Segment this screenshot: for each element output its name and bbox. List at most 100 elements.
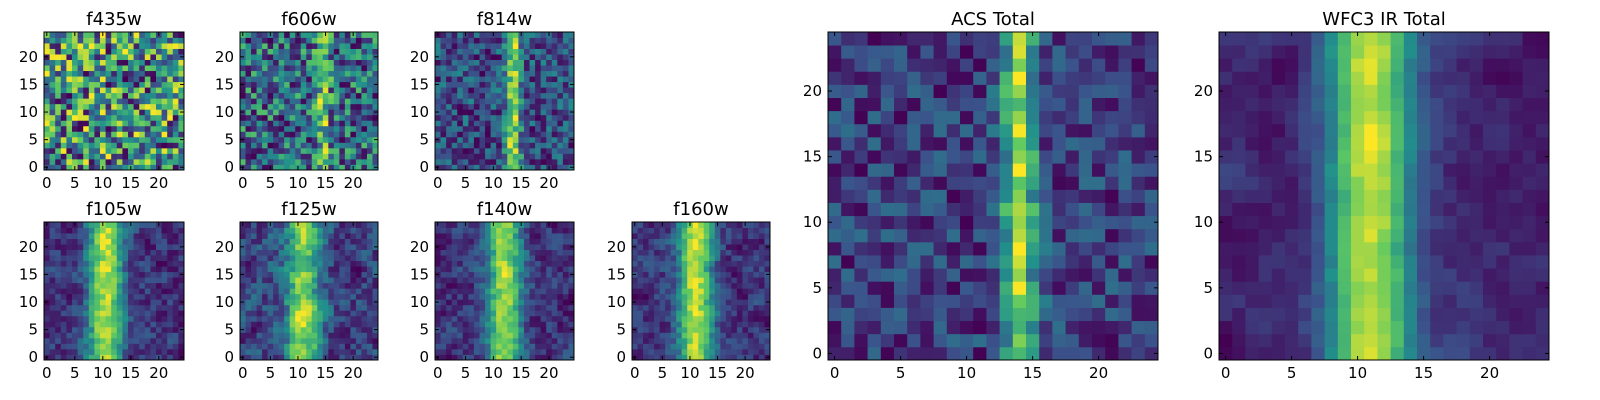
heatmap-cell bbox=[77, 343, 84, 350]
heatmap-cell bbox=[284, 131, 291, 138]
heatmap-cell bbox=[105, 271, 112, 278]
heatmap-cell bbox=[764, 337, 771, 344]
heatmap-cell bbox=[311, 348, 318, 355]
heatmap-cell bbox=[178, 337, 185, 344]
heatmap-cell bbox=[150, 244, 157, 250]
heatmap-cell bbox=[736, 332, 743, 339]
heatmap-cell bbox=[512, 76, 519, 83]
heatmap-cell bbox=[267, 310, 274, 317]
heatmap-cell bbox=[747, 299, 754, 306]
heatmap-cell bbox=[485, 233, 491, 239]
heatmap-cell bbox=[665, 271, 672, 278]
heatmap-cell bbox=[172, 238, 179, 245]
heatmap-cell bbox=[1131, 320, 1146, 335]
heatmap-cell bbox=[747, 315, 754, 322]
heatmap-cell bbox=[66, 222, 73, 228]
heatmap-cell bbox=[350, 293, 357, 300]
heatmap-cell bbox=[306, 315, 313, 322]
heatmap-cell bbox=[1039, 215, 1053, 230]
heatmap-cell bbox=[328, 249, 335, 256]
heatmap-cell bbox=[512, 304, 519, 311]
heatmap-cell bbox=[562, 48, 569, 55]
heatmap-cell bbox=[72, 114, 78, 121]
heatmap-cell bbox=[88, 153, 95, 160]
heatmap-cell bbox=[366, 332, 373, 339]
heatmap-cell bbox=[490, 249, 497, 256]
heatmap-cell bbox=[372, 260, 379, 267]
heatmap-cell bbox=[128, 326, 134, 333]
heatmap-cell bbox=[144, 59, 151, 66]
heatmap-cell bbox=[758, 348, 765, 355]
heatmap-cell bbox=[894, 346, 908, 361]
heatmap-cell bbox=[94, 32, 101, 38]
heatmap-cell bbox=[328, 147, 335, 154]
heatmap-cell bbox=[529, 354, 536, 361]
panel-title: f105w bbox=[86, 199, 141, 220]
heatmap-cell bbox=[44, 76, 50, 83]
heatmap-cell bbox=[462, 114, 469, 121]
heatmap-cell bbox=[262, 321, 268, 328]
heatmap-cell bbox=[670, 343, 677, 350]
heatmap-cell bbox=[372, 348, 379, 355]
heatmap-cell bbox=[568, 238, 575, 245]
heatmap-cell bbox=[262, 98, 268, 105]
heatmap-cell bbox=[907, 255, 921, 269]
heatmap-cell bbox=[111, 114, 118, 121]
heatmap-cell bbox=[1052, 346, 1066, 361]
heatmap-cell bbox=[167, 315, 174, 322]
heatmap-cell bbox=[535, 310, 542, 317]
heatmap-cell bbox=[551, 288, 558, 295]
heatmap-cell bbox=[77, 125, 84, 132]
heatmap-cell bbox=[161, 125, 168, 132]
heatmap-cell bbox=[344, 54, 351, 60]
heatmap-cell bbox=[133, 233, 140, 239]
heatmap-cell bbox=[479, 48, 486, 55]
y-tick-label: 0 bbox=[419, 158, 429, 176]
heatmap-cell bbox=[350, 114, 357, 121]
heatmap-cell bbox=[1118, 215, 1132, 230]
heatmap-cell bbox=[100, 125, 106, 132]
heatmap-cell bbox=[372, 147, 379, 154]
heatmap-cell bbox=[523, 277, 530, 284]
heatmap-cell bbox=[333, 282, 340, 289]
heatmap-cell bbox=[632, 304, 638, 311]
heatmap-cell bbox=[496, 65, 503, 72]
heatmap-cell bbox=[654, 277, 660, 284]
heatmap-cell bbox=[300, 65, 307, 72]
heatmap-cell bbox=[262, 37, 268, 44]
heatmap-cell bbox=[161, 164, 168, 171]
heatmap-cell bbox=[55, 142, 62, 149]
heatmap-cell bbox=[350, 125, 357, 132]
heatmap-cell bbox=[529, 222, 536, 228]
heatmap-cell bbox=[828, 241, 842, 256]
heatmap-cell bbox=[731, 282, 738, 289]
heatmap-cell bbox=[49, 244, 56, 250]
heatmap-cell bbox=[540, 81, 547, 88]
heatmap-cell bbox=[535, 227, 542, 234]
heatmap-cell bbox=[462, 227, 469, 234]
heatmap-cell bbox=[725, 293, 732, 300]
heatmap-cell bbox=[894, 215, 908, 230]
heatmap-cell bbox=[111, 332, 118, 339]
heatmap-cell bbox=[709, 332, 716, 339]
heatmap-cell bbox=[144, 233, 151, 239]
heatmap-cell bbox=[150, 98, 157, 105]
heatmap-cell bbox=[479, 233, 486, 239]
heatmap-cell bbox=[72, 87, 78, 94]
heatmap-cell bbox=[366, 158, 373, 165]
heatmap-cell bbox=[725, 337, 732, 344]
heatmap-cell bbox=[167, 98, 174, 105]
heatmap-cell bbox=[366, 310, 373, 317]
heatmap-cell bbox=[551, 164, 558, 171]
heatmap-cell bbox=[94, 76, 101, 83]
heatmap-cell bbox=[339, 32, 346, 38]
heatmap-cell bbox=[551, 266, 558, 273]
y-tick-label: 5 bbox=[28, 321, 38, 339]
heatmap-cell bbox=[278, 153, 285, 160]
heatmap-cell bbox=[311, 266, 318, 273]
heatmap-cell bbox=[512, 109, 519, 116]
heatmap-cell bbox=[523, 103, 530, 110]
heatmap-cell bbox=[133, 54, 140, 60]
heatmap-cell bbox=[245, 92, 252, 99]
heatmap-cell bbox=[698, 304, 705, 311]
